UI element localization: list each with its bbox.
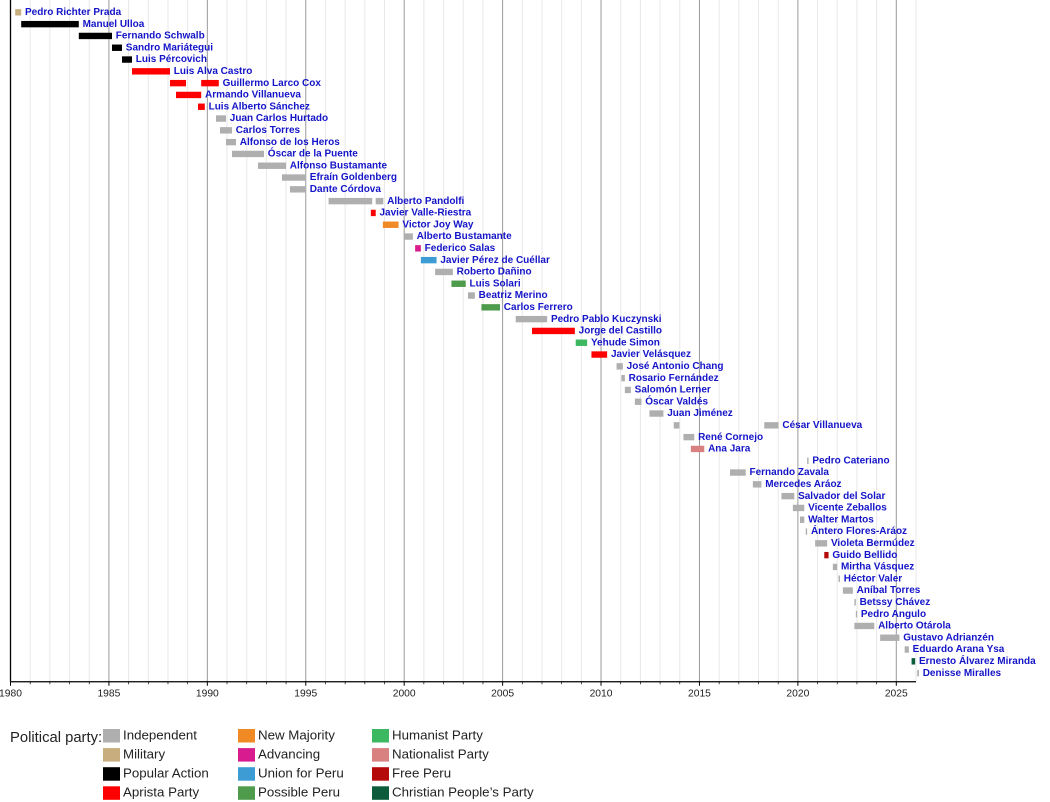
svg-text:Fernando Schwalb: Fernando Schwalb [116,31,205,42]
svg-text:Violeta Bermúdez: Violeta Bermúdez [831,538,915,549]
svg-text:Betssy Chávez: Betssy Chávez [860,597,931,608]
svg-text:Pedro Cateriano: Pedro Cateriano [812,455,889,466]
svg-text:Ernesto Álvarez Miranda: Ernesto Álvarez Miranda [919,654,1036,667]
svg-text:2020: 2020 [786,689,809,700]
svg-text:Luis Solari: Luis Solari [470,278,521,289]
svg-text:Sandro Mariátegui: Sandro Mariátegui [126,42,213,53]
svg-text:Juan Carlos Hurtado: Juan Carlos Hurtado [230,113,328,124]
svg-text:Héctor Valer: Héctor Valer [844,573,902,584]
svg-text:Javier Valle-Riestra: Javier Valle-Riestra [380,208,472,219]
svg-text:1995: 1995 [294,689,317,700]
svg-text:Advancing: Advancing [258,746,320,761]
svg-text:Ana Jara: Ana Jara [708,444,751,455]
svg-text:Rosario Fernández: Rosario Fernández [629,373,719,384]
svg-text:Free Peru: Free Peru [392,765,451,780]
svg-text:Juan Jiménez: Juan Jiménez [667,408,733,419]
svg-text:José Antonio Chang: José Antonio Chang [627,361,724,372]
svg-text:René Cornejo: René Cornejo [698,432,763,443]
svg-text:Ántero Flores-Aráoz: Ántero Flores-Aráoz [811,524,907,537]
svg-text:Dante Córdova: Dante Córdova [310,184,382,195]
svg-text:Beatriz Merino: Beatriz Merino [479,290,548,301]
svg-text:Alberto Pandolfi: Alberto Pandolfi [387,196,464,207]
svg-text:Luis Pércovich: Luis Pércovich [136,54,207,65]
svg-text:Luis Alberto Sánchez: Luis Alberto Sánchez [209,101,310,112]
svg-text:Alberto Otárola: Alberto Otárola [878,621,951,632]
svg-text:2010: 2010 [590,689,613,700]
svg-text:Independent: Independent [123,727,197,742]
svg-text:Óscar Valdés: Óscar Valdés [645,394,708,407]
svg-text:Jorge del Castillo: Jorge del Castillo [579,326,662,337]
svg-text:Alfonso Bustamante: Alfonso Bustamante [290,160,388,171]
svg-text:Javier Pérez de Cuéllar: Javier Pérez de Cuéllar [440,255,550,266]
svg-text:1985: 1985 [97,689,120,700]
svg-text:Gustavo Adrianzén: Gustavo Adrianzén [903,632,994,643]
svg-text:Salvador del Solar: Salvador del Solar [798,491,885,502]
svg-text:2015: 2015 [688,689,711,700]
svg-text:Pedro Angulo: Pedro Angulo [861,609,926,620]
svg-text:Javier Velásquez: Javier Velásquez [611,349,691,360]
svg-text:Possible Peru: Possible Peru [258,785,340,800]
svg-text:Political party:: Political party: [10,730,102,746]
svg-text:Guido Bellido: Guido Bellido [832,550,897,561]
svg-text:Aníbal Torres: Aníbal Torres [857,585,921,596]
svg-text:2025: 2025 [885,689,908,700]
svg-text:Yehude Simon: Yehude Simon [591,337,660,348]
svg-text:Alberto Bustamante: Alberto Bustamante [417,231,512,242]
svg-text:Fernando Zavala: Fernando Zavala [750,467,830,478]
svg-text:Carlos Torres: Carlos Torres [236,125,301,136]
svg-text:Salomón Lerner: Salomón Lerner [635,385,711,396]
svg-text:2000: 2000 [393,689,416,700]
svg-text:Christian People’s Party: Christian People’s Party [392,785,534,800]
svg-text:Humanist Party: Humanist Party [392,727,483,742]
svg-text:Denisse Miralles: Denisse Miralles [923,668,1002,679]
svg-text:Nationalist Party: Nationalist Party [392,746,489,761]
svg-text:Aprista Party: Aprista Party [123,785,199,800]
svg-text:Pedro Richter Prada: Pedro Richter Prada [25,7,122,18]
svg-text:Popular Action: Popular Action [123,765,209,780]
svg-text:Manuel Ulloa: Manuel Ulloa [83,19,145,30]
svg-text:Carlos Ferrero: Carlos Ferrero [504,302,573,313]
svg-text:Alfonso de los Heros: Alfonso de los Heros [240,137,340,148]
svg-text:2005: 2005 [491,689,514,700]
svg-text:Efraín Goldenberg: Efraín Goldenberg [310,172,397,183]
svg-text:1980: 1980 [0,689,22,700]
svg-text:1990: 1990 [196,689,219,700]
svg-text:César Villanueva: César Villanueva [782,420,862,431]
svg-text:Roberto Dañino: Roberto Dañino [457,267,532,278]
svg-text:New Majority: New Majority [258,727,335,742]
svg-text:Military: Military [123,746,165,761]
svg-text:Guillermo Larco Cox: Guillermo Larco Cox [223,78,322,89]
svg-text:Mirtha Vásquez: Mirtha Vásquez [841,562,914,573]
svg-text:Pedro Pablo Kuczynski: Pedro Pablo Kuczynski [551,314,662,325]
svg-text:Vicente Zeballos: Vicente Zeballos [808,503,887,514]
svg-text:Union for Peru: Union for Peru [258,765,344,780]
svg-text:Mercedes Aráoz: Mercedes Aráoz [765,479,841,490]
svg-text:Victor Joy Way: Victor Joy Way [402,219,474,230]
svg-text:Eduardo Arana Ysa: Eduardo Arana Ysa [913,644,1005,655]
svg-text:Óscar de la Puente: Óscar de la Puente [268,147,358,160]
svg-text:Walter Martos: Walter Martos [808,514,874,525]
svg-text:Armando Villanueva: Armando Villanueva [205,90,301,101]
svg-text:Luis Alva Castro: Luis Alva Castro [174,66,253,77]
svg-text:Federico Salas: Federico Salas [425,243,496,254]
